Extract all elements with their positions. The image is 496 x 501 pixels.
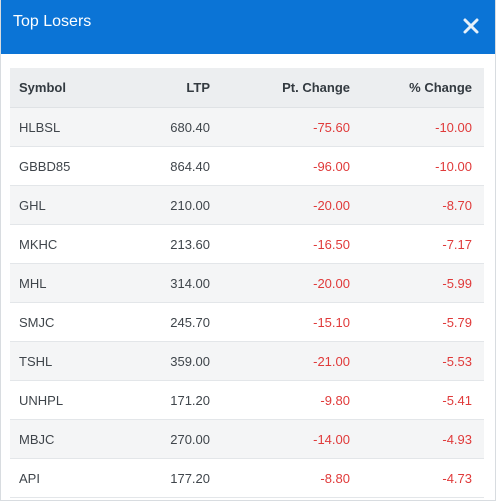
cell-symbol: GBBD85 bbox=[10, 146, 130, 186]
losers-table-container: Symbol LTP Pt. Change % Change HLBSL 680.… bbox=[10, 68, 484, 498]
cell-pct-change: -5.53 bbox=[350, 341, 484, 381]
cell-pct-change: -10.00 bbox=[350, 146, 484, 186]
table-row[interactable]: API 177.20 -8.80 -4.73 bbox=[10, 458, 484, 498]
table-row[interactable]: MHL 314.00 -20.00 -5.99 bbox=[10, 263, 484, 303]
cell-ltp: 680.40 bbox=[130, 107, 210, 147]
cell-pct-change: -5.41 bbox=[350, 380, 484, 420]
cell-pt-change: -20.00 bbox=[210, 185, 350, 225]
modal-header: Top Losers bbox=[1, 0, 495, 54]
table-row[interactable]: MBJC 270.00 -14.00 -4.93 bbox=[10, 419, 484, 459]
close-button[interactable] bbox=[462, 17, 480, 35]
cell-pt-change: -21.00 bbox=[210, 341, 350, 381]
cell-symbol: TSHL bbox=[10, 341, 130, 381]
table-body: HLBSL 680.40 -75.60 -10.00 GBBD85 864.40 -96.0… bbox=[10, 107, 484, 498]
column-header-pt-change[interactable]: Pt. Change bbox=[210, 68, 350, 108]
table-row[interactable]: SMJC 245.70 -15.10 -5.79 bbox=[10, 302, 484, 342]
table-header-row: Symbol LTP Pt. Change % Change bbox=[10, 68, 484, 108]
cell-ltp: 359.00 bbox=[130, 341, 210, 381]
cell-symbol: API bbox=[10, 458, 130, 498]
cell-ltp: 177.20 bbox=[130, 458, 210, 498]
cell-symbol: SMJC bbox=[10, 302, 130, 342]
cell-ltp: 245.70 bbox=[130, 302, 210, 342]
cell-pct-change: -4.93 bbox=[350, 419, 484, 459]
cell-ltp: 171.20 bbox=[130, 380, 210, 420]
cell-symbol: MBJC bbox=[10, 419, 130, 459]
table-row[interactable]: TSHL 359.00 -21.00 -5.53 bbox=[10, 341, 484, 381]
cell-ltp: 270.00 bbox=[130, 419, 210, 459]
cell-pct-change: -5.99 bbox=[350, 263, 484, 303]
table-header: Symbol LTP Pt. Change % Change bbox=[10, 68, 484, 108]
table-row[interactable]: HLBSL 680.40 -75.60 -10.00 bbox=[10, 107, 484, 147]
cell-ltp: 210.00 bbox=[130, 185, 210, 225]
cell-ltp: 864.40 bbox=[130, 146, 210, 186]
losers-table: Symbol LTP Pt. Change % Change HLBSL 680.… bbox=[10, 68, 484, 498]
cell-pt-change: -14.00 bbox=[210, 419, 350, 459]
cell-symbol: UNHPL bbox=[10, 380, 130, 420]
cell-pt-change: -75.60 bbox=[210, 107, 350, 147]
cell-symbol: MKHC bbox=[10, 224, 130, 264]
cell-pt-change: -9.80 bbox=[210, 380, 350, 420]
cell-symbol: HLBSL bbox=[10, 107, 130, 147]
cell-pct-change: -10.00 bbox=[350, 107, 484, 147]
close-icon bbox=[463, 18, 479, 34]
table-row[interactable]: MKHC 213.60 -16.50 -7.17 bbox=[10, 224, 484, 264]
column-header-ltp[interactable]: LTP bbox=[130, 68, 210, 108]
table-row[interactable]: UNHPL 171.20 -9.80 -5.41 bbox=[10, 380, 484, 420]
cell-pct-change: -8.70 bbox=[350, 185, 484, 225]
cell-ltp: 314.00 bbox=[130, 263, 210, 303]
cell-pct-change: -4.73 bbox=[350, 458, 484, 498]
cell-symbol: GHL bbox=[10, 185, 130, 225]
cell-pt-change: -96.00 bbox=[210, 146, 350, 186]
cell-pt-change: -16.50 bbox=[210, 224, 350, 264]
cell-pt-change: -15.10 bbox=[210, 302, 350, 342]
cell-pct-change: -5.79 bbox=[350, 302, 484, 342]
table-row[interactable]: GBBD85 864.40 -96.00 -10.00 bbox=[10, 146, 484, 186]
modal-title: Top Losers bbox=[13, 13, 92, 30]
table-row[interactable]: GHL 210.00 -20.00 -8.70 bbox=[10, 185, 484, 225]
cell-pt-change: -8.80 bbox=[210, 458, 350, 498]
cell-symbol: MHL bbox=[10, 263, 130, 303]
cell-pct-change: -7.17 bbox=[350, 224, 484, 264]
column-header-pct-change[interactable]: % Change bbox=[350, 68, 484, 108]
cell-pt-change: -20.00 bbox=[210, 263, 350, 303]
cell-ltp: 213.60 bbox=[130, 224, 210, 264]
column-header-symbol[interactable]: Symbol bbox=[10, 68, 130, 108]
